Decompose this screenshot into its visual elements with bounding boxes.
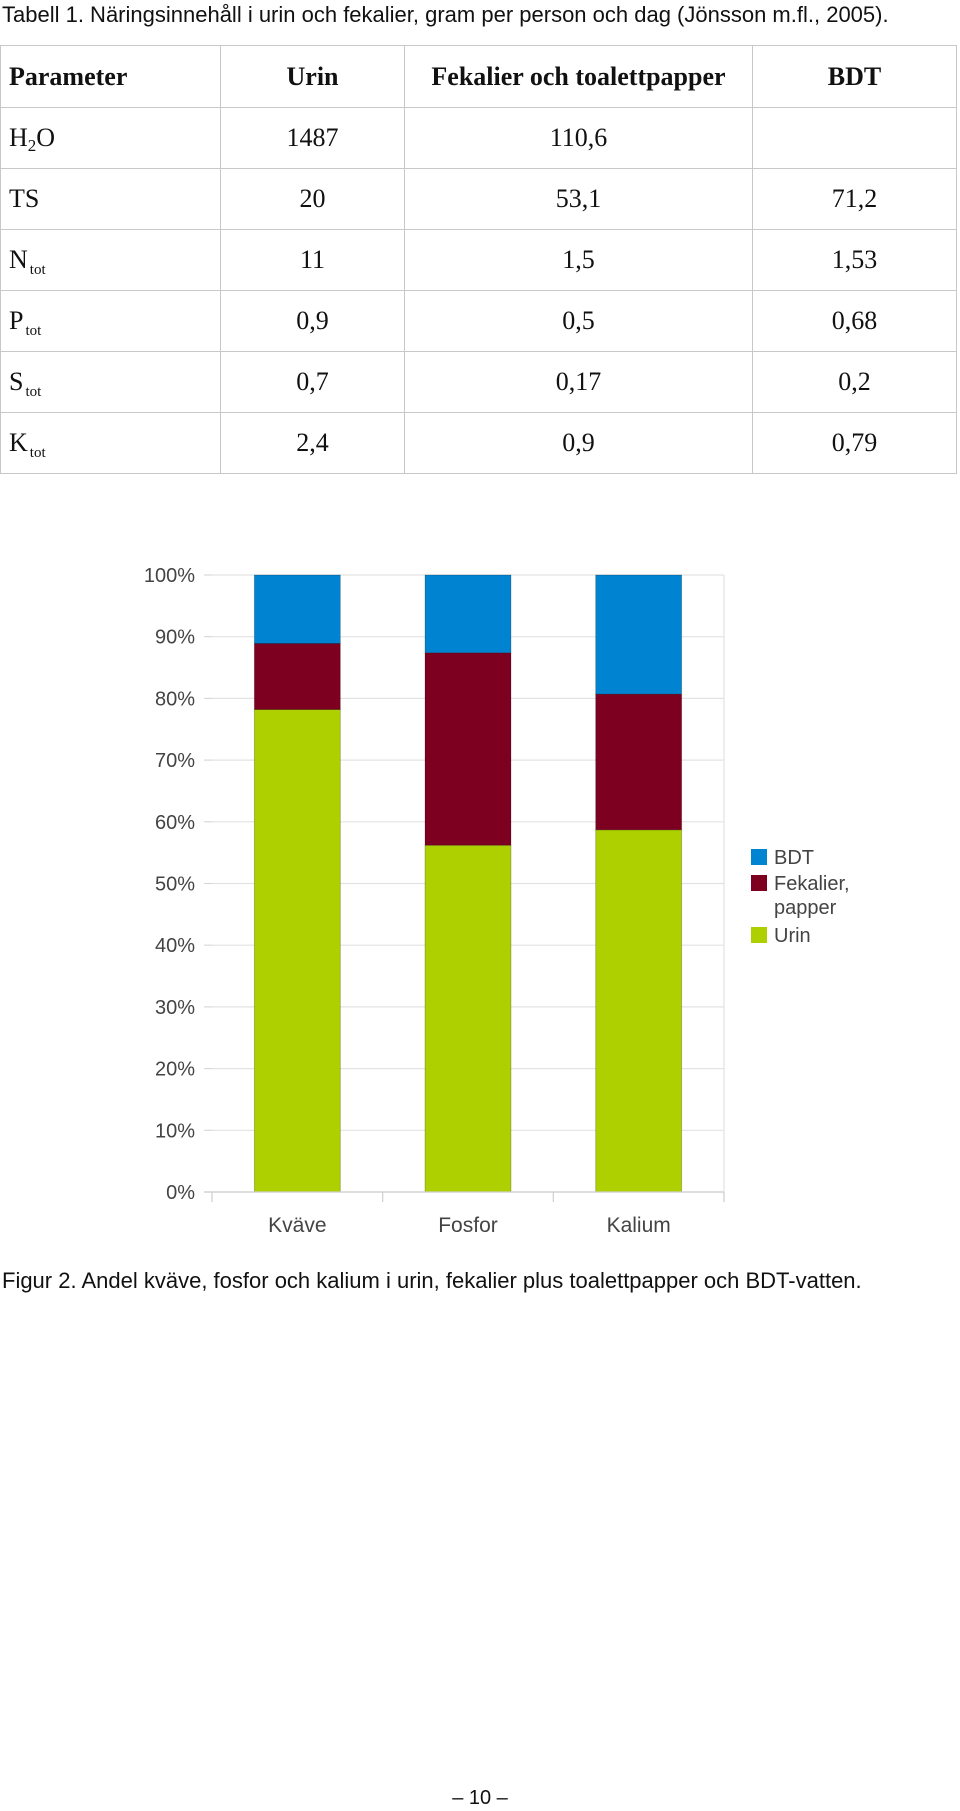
y-tick-label: 40%: [155, 935, 195, 957]
urin-cell: 0,9: [220, 290, 405, 352]
fekalier-cell: 0,9: [404, 412, 753, 474]
param-subscript: tot: [25, 323, 42, 339]
table-header-row: Parameter Urin Fekalier och toalettpappe…: [0, 45, 957, 108]
page-number: – 10 –: [452, 1787, 508, 1809]
y-tick-label: 80%: [155, 688, 195, 710]
param-subscript: tot: [25, 384, 42, 400]
fekalier-cell: 110,6: [404, 107, 753, 169]
x-tick-label: Kväve: [268, 1214, 326, 1237]
urin-cell: 20: [220, 168, 405, 230]
bars: [253, 574, 683, 1193]
urin-cell: 0,7: [220, 351, 405, 413]
bdt-cell: 1,53: [752, 229, 957, 291]
bdt-cell: 0,68: [752, 290, 957, 352]
param-symbol: H: [9, 123, 28, 152]
table-row: H2O 1487 110,6: [0, 107, 957, 169]
x-tick-label: Kalium: [607, 1214, 671, 1237]
param-symbol: TS: [9, 184, 40, 213]
bar-segment: [424, 652, 512, 846]
stacked-bar-chart: 0% 10% 20% 30% 40% 50% 60% 70% 80% 90% 100% Kväve F…: [144, 565, 850, 1237]
legend-swatch: [751, 927, 767, 943]
bdt-cell: 71,2: [752, 168, 957, 230]
x-tick-label: Fosfor: [438, 1214, 498, 1237]
header-bdt: BDT: [752, 45, 957, 108]
fekalier-cell: 0,17: [404, 351, 753, 413]
y-tick-label: 90%: [155, 627, 195, 649]
legend-label: papper: [774, 897, 837, 919]
y-tick-label: 100%: [144, 565, 195, 587]
bar-segment: [253, 574, 341, 644]
bar-segment: [595, 574, 683, 695]
param-cell: TS: [0, 168, 221, 230]
bar-segment: [253, 643, 341, 710]
y-tick-label: 0%: [166, 1182, 195, 1204]
fekalier-cell: 1,5: [404, 229, 753, 291]
legend-swatch: [751, 875, 767, 891]
fekalier-cell: 53,1: [404, 168, 753, 230]
header-fekalier: Fekalier och toalettpapper: [404, 45, 753, 108]
param-cell: H2O: [0, 107, 221, 169]
y-tick-label: 30%: [155, 997, 195, 1019]
param-symbol: N: [9, 245, 28, 274]
y-tick-label: 70%: [155, 750, 195, 772]
legend: BDT Fekalier,papper Urin: [751, 847, 850, 947]
y-tick-label: 20%: [155, 1059, 195, 1081]
param-symbol: S: [9, 367, 24, 396]
param-suffix: O: [36, 123, 56, 152]
param-symbol: K: [9, 428, 28, 457]
y-tick-label: 10%: [155, 1120, 195, 1142]
bdt-cell: 0,79: [752, 412, 957, 474]
bar-segment: [595, 829, 683, 1193]
bdt-cell: 0,2: [752, 351, 957, 413]
urin-cell: 1487: [220, 107, 405, 169]
param-subscript: tot: [29, 445, 46, 461]
urin-cell: 2,4: [220, 412, 405, 474]
table-caption: Tabell 1. Näringsinnehåll i urin och fek…: [2, 2, 889, 27]
x-axis: Kväve Fosfor Kalium: [204, 1191, 725, 1237]
bar-segment: [595, 693, 683, 831]
legend-label: Urin: [774, 925, 811, 947]
urin-cell: 11: [220, 229, 405, 291]
y-tick-label: 60%: [155, 812, 195, 834]
y-axis-ticks: 0% 10% 20% 30% 40% 50% 60% 70% 80% 90% 100%: [144, 565, 195, 1204]
header-parameter: Parameter: [0, 45, 221, 108]
bar-segment: [253, 709, 341, 1193]
legend-label: BDT: [774, 847, 814, 869]
y-tick-label: 50%: [155, 874, 195, 896]
nutrient-table: Parameter Urin Fekalier och toalettpappe…: [0, 45, 957, 474]
bar-segment: [424, 844, 512, 1193]
header-urin: Urin: [220, 45, 405, 108]
param-subscript: 2: [27, 136, 37, 155]
fekalier-cell: 0,5: [404, 290, 753, 352]
legend-label: Fekalier,: [774, 873, 850, 895]
figure-caption: Figur 2. Andel kväve, fosfor och kalium …: [2, 1268, 862, 1293]
bdt-cell: [752, 107, 957, 169]
param-symbol: P: [9, 306, 24, 335]
param-subscript: tot: [29, 262, 46, 278]
legend-swatch: [751, 849, 767, 865]
table-row: TS 20 53,1 71,2: [0, 168, 957, 230]
bar-segment: [424, 574, 512, 654]
